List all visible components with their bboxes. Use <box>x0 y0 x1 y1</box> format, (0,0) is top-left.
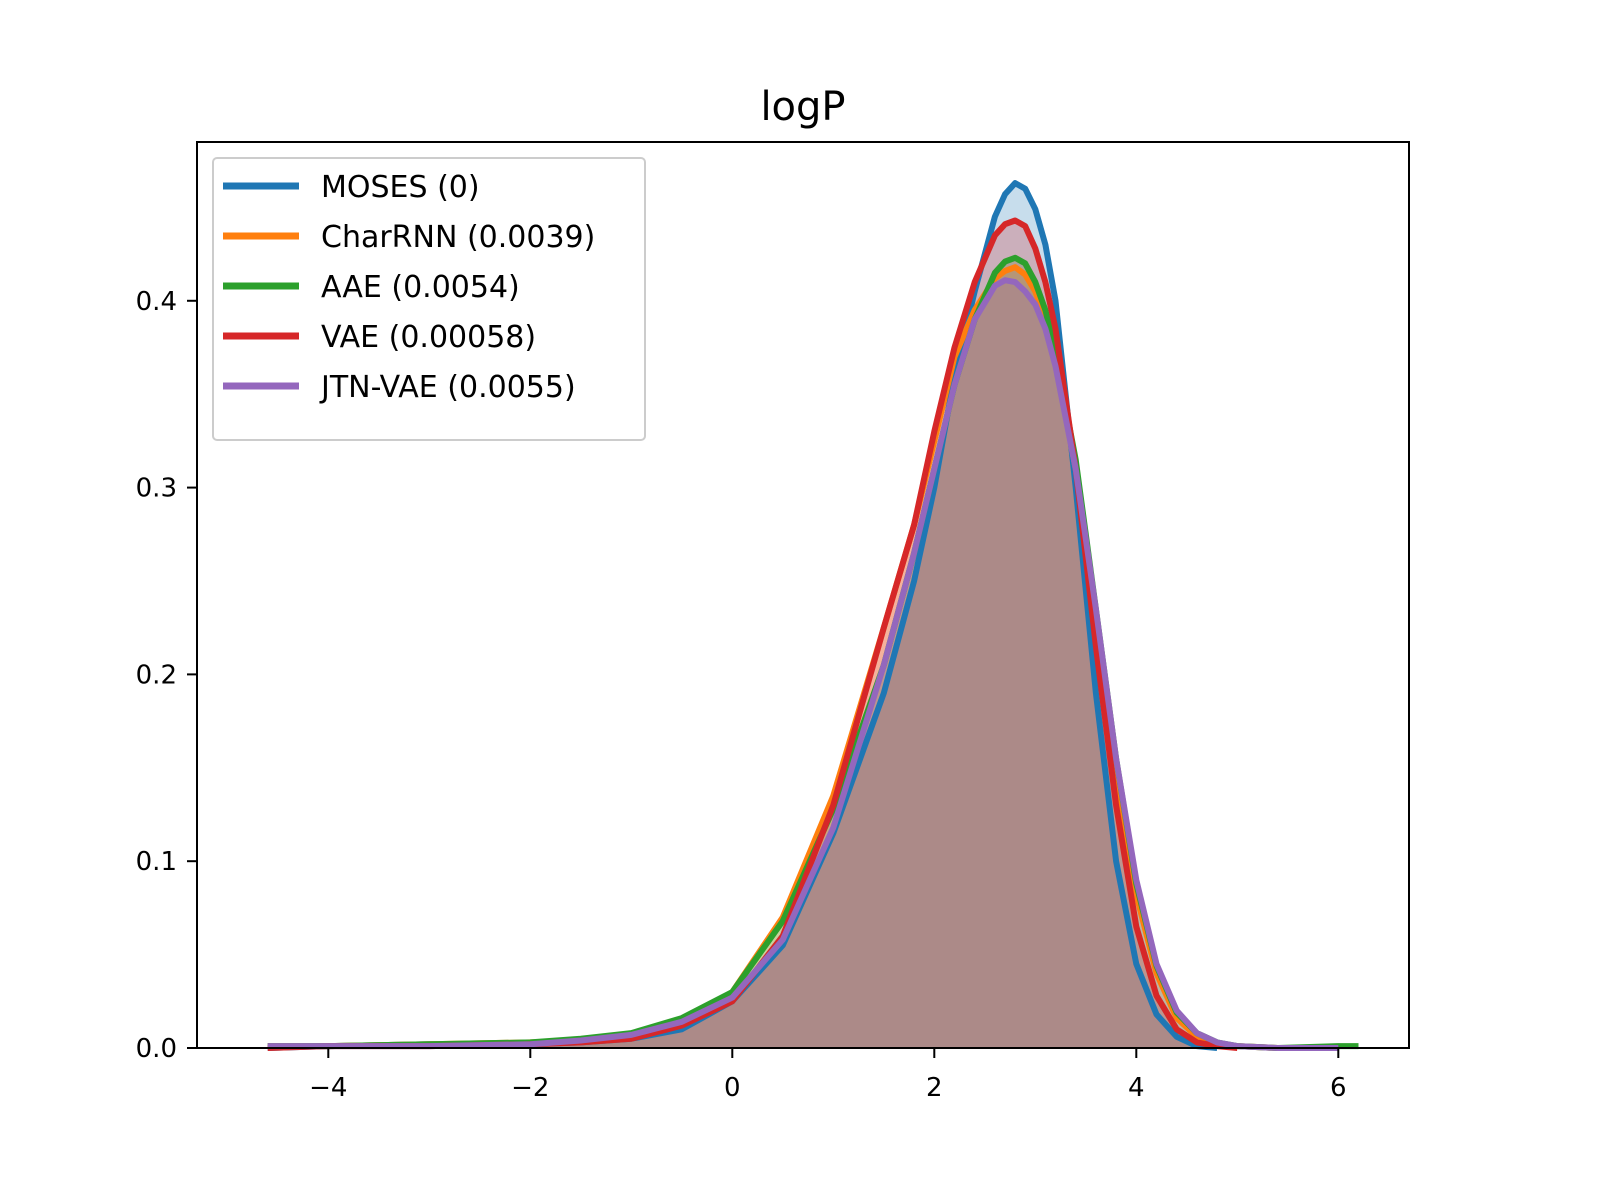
series-3-area <box>267 220 1238 1048</box>
x-tick-label: 0 <box>724 1073 741 1103</box>
y-tick-label: 0.0 <box>136 1034 177 1064</box>
series-4-area <box>267 280 1339 1048</box>
chart-title: logP <box>760 84 845 130</box>
series-2-area <box>267 257 1359 1048</box>
density-lines <box>267 180 1359 1051</box>
series-4-line <box>267 277 1339 1051</box>
legend-label: MOSES (0) <box>321 170 480 205</box>
y-tick-label: 0.2 <box>136 660 177 690</box>
x-tick-label: 4 <box>1128 1073 1145 1103</box>
legend-box <box>212 157 646 441</box>
series-0-area <box>267 183 1218 1049</box>
y-axis: 0.0 0.1 0.2 0.3 0.4 <box>136 287 197 1064</box>
series-3-line <box>267 217 1238 1051</box>
legend-label: CharRNN (0.0039) <box>321 220 595 255</box>
x-tick-label: −2 <box>511 1073 549 1103</box>
x-tick-label: −4 <box>309 1073 347 1103</box>
y-tick-label: 0.3 <box>136 474 177 504</box>
legend-label: VAE (0.00058) <box>321 320 536 355</box>
legend-label: AAE (0.0054) <box>321 270 520 305</box>
x-tick-label: 2 <box>926 1073 943 1103</box>
plot-frame <box>196 141 1410 1049</box>
y-tick-label: 0.4 <box>136 287 177 317</box>
legend: MOSES (0) CharRNN (0.0039) AAE (0.0054) VAE… <box>212 157 646 441</box>
y-tick-label: 0.1 <box>136 847 177 877</box>
x-axis: −4 −2 0 2 4 6 <box>309 1048 1347 1103</box>
x-tick-label: 6 <box>1330 1073 1347 1103</box>
legend-label: JTN-VAE (0.0055) <box>319 370 576 405</box>
